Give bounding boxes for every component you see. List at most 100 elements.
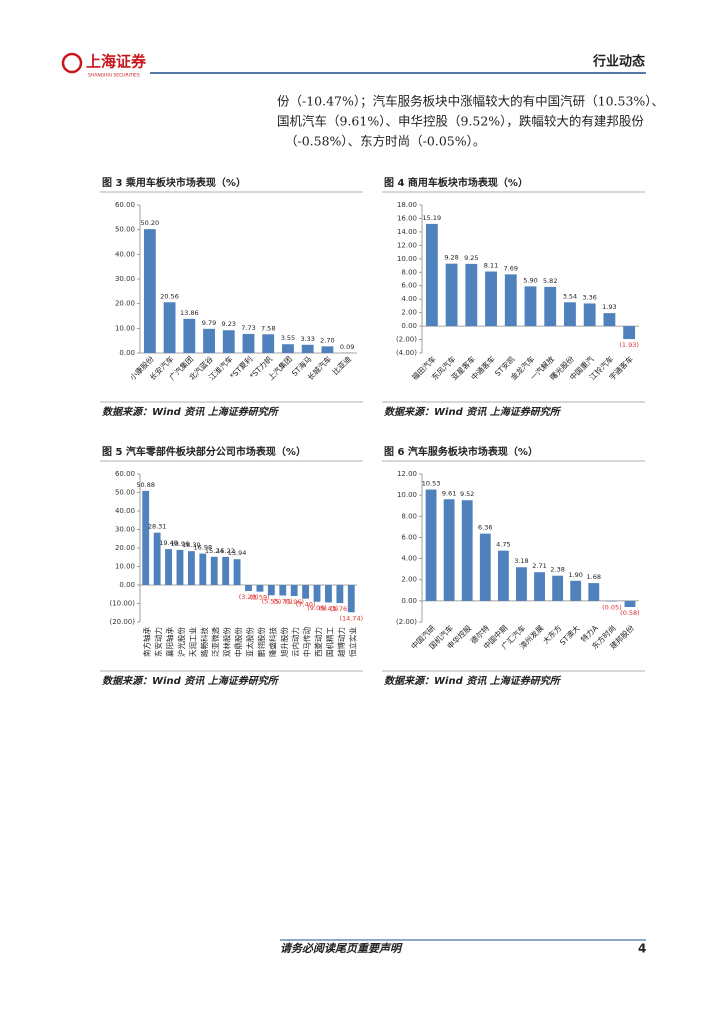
bar [163, 302, 176, 353]
y-tick-label: 50.00 [115, 489, 135, 497]
figure-source: 数据来源：Wind 资讯 上海证券研究所 [102, 675, 280, 687]
y-tick-label: (2.00) [396, 618, 417, 626]
bar [187, 551, 195, 585]
value-label: 9.25 [464, 254, 478, 262]
value-label: 15.22 [216, 547, 235, 555]
section-title: 行业动态 [592, 54, 645, 70]
bar [465, 263, 478, 327]
value-label: 50.20 [141, 219, 160, 227]
value-label: 20.56 [160, 292, 179, 300]
y-tick-label: 2.00 [401, 576, 417, 584]
y-tick-label: 8.00 [401, 268, 417, 276]
x-tick-label: 云内动力 [290, 627, 300, 657]
figure-title: 图 6 汽车服务板块市场表现（%） [384, 445, 538, 458]
bar [570, 580, 582, 601]
value-label: 19.40 [159, 539, 178, 547]
y-tick-label: 4.00 [401, 295, 417, 303]
bar [624, 600, 636, 607]
y-tick-label: 4.00 [401, 555, 417, 563]
y-tick-label: 10.00 [115, 324, 135, 332]
paragraph-line: 国机汽车（9.61%）、申华控股（9.52%），跌幅较大的有建邦股份 [277, 114, 644, 129]
bar [583, 303, 596, 327]
value-label: 28.31 [148, 523, 167, 531]
paragraph-line: （-0.58%）、东方时尚（-0.05%）。 [285, 134, 485, 149]
y-tick-label: 6.00 [401, 533, 417, 541]
x-tick-label: 越博动力 [336, 627, 346, 657]
bar [504, 274, 517, 327]
value-label: 7.58 [261, 324, 275, 332]
bar [267, 585, 275, 596]
x-tick-label: 泛亚微透 [210, 627, 220, 657]
value-label: 15.19 [423, 214, 442, 222]
bar [564, 302, 576, 327]
bar [176, 549, 184, 585]
value-label: (1.93) [619, 341, 639, 349]
bar [425, 489, 437, 601]
x-tick-label: 恒立实业 [347, 627, 357, 657]
value-label: (9.76) [330, 605, 350, 613]
value-label: 5.82 [543, 277, 557, 285]
figure-title: 图 4 商用车板块市场表现（%） [384, 176, 528, 189]
bar [321, 346, 334, 353]
bar [279, 585, 287, 596]
x-tick-label: 旭升股份 [279, 627, 289, 657]
x-tick-label: 亚太股份 [245, 627, 255, 657]
value-label: (5.96) [284, 598, 304, 606]
x-tick-label: 天润工业 [187, 627, 197, 657]
y-tick-label: (10.00) [109, 600, 135, 608]
value-label: 10.53 [422, 480, 441, 488]
figure-source: 数据来源：Wind 资讯 上海证券研究所 [384, 406, 562, 418]
value-label: 0.09 [340, 343, 354, 351]
bar [165, 549, 172, 585]
value-label: 8.11 [484, 262, 498, 270]
value-label: 2.71 [532, 562, 546, 570]
x-tick-label: 国机精工 [324, 627, 334, 657]
value-label: (9.43) [319, 604, 339, 612]
value-label: 9.79 [202, 319, 216, 327]
value-label: 4.75 [496, 541, 510, 549]
figure-title: 图 3 乘用车板块市场表现（%） [102, 176, 246, 189]
y-tick-label: 0.00 [119, 349, 135, 357]
value-label: 3.33 [300, 335, 314, 343]
bar [445, 263, 458, 327]
x-tick-label: ST澳大 [557, 622, 582, 647]
y-tick-label: 60.00 [115, 201, 135, 209]
bar [588, 583, 600, 601]
value-label: 2.70 [320, 336, 334, 344]
value-label: 7.73 [241, 324, 255, 332]
y-tick-label: 18.00 [397, 201, 417, 209]
value-label: (0.58) [620, 609, 640, 617]
value-label: 7.69 [504, 264, 518, 272]
y-tick-label: 14.00 [397, 228, 417, 236]
y-tick-label: 30.00 [115, 275, 135, 283]
y-tick-label: (20.00) [109, 618, 135, 626]
bar [282, 344, 294, 353]
x-tick-label: 中马传动 [302, 627, 312, 657]
bar [242, 333, 255, 353]
logo-icon [61, 52, 83, 74]
bar [210, 556, 218, 585]
y-tick-label: (4.00) [396, 349, 417, 357]
bar [199, 553, 207, 585]
bar [524, 286, 537, 327]
x-tick-label: 襄阳轴承 [165, 627, 175, 657]
x-tick-label: 东安动力 [153, 627, 163, 657]
x-tick-label: 隆盛科技 [267, 627, 277, 657]
bar [443, 499, 455, 601]
value-label: 9.52 [460, 490, 474, 498]
y-tick-label: 0.00 [401, 597, 417, 605]
bar [142, 490, 150, 585]
bar [143, 229, 156, 353]
value-label: 3.18 [514, 557, 528, 565]
bar [302, 585, 310, 599]
paragraph-line: 份（-10.47%）；汽车服务板块中涨幅较大的有中国汽研（10.53%）、 [277, 94, 664, 109]
bar [245, 585, 252, 592]
y-tick-label: 0.00 [119, 581, 135, 589]
x-tick-label: 沪光股份 [176, 627, 186, 657]
bar [461, 500, 473, 601]
bar [606, 600, 618, 602]
y-tick-label: 30.00 [115, 526, 135, 534]
value-label: 13.86 [180, 309, 199, 317]
value-label: 1.90 [568, 571, 582, 579]
